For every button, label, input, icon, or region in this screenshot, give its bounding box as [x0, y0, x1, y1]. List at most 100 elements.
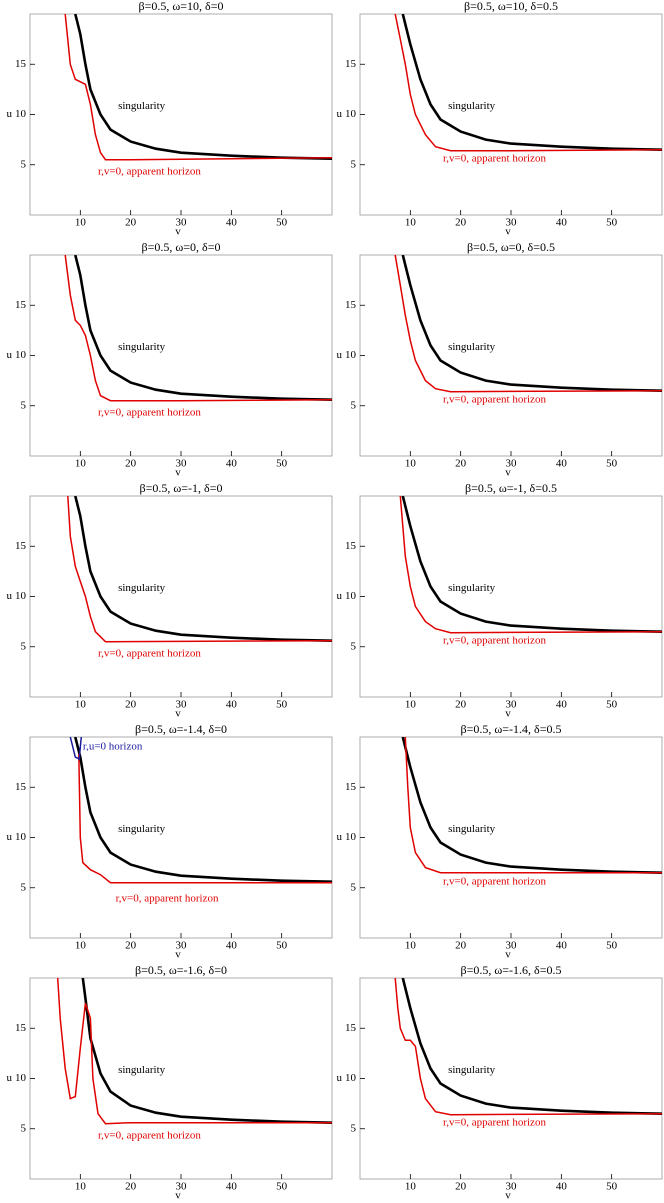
panel: β=0.5, ω=-1, δ=0 10 20 30 40 50 5 10 15 v u singula… [7, 481, 333, 720]
x-tick-label: 20 [455, 217, 467, 229]
panel-title: β=0.5, ω=-1, δ=0 [140, 481, 223, 495]
y-tick-label: 10 [345, 1072, 357, 1084]
y-tick-label: 10 [345, 590, 357, 602]
x-tick-label: 40 [226, 458, 238, 470]
x-tick-label: 50 [606, 699, 618, 711]
singularity-curve [74, 14, 332, 160]
horizon-curve [394, 14, 662, 152]
y-tick-label: 10 [345, 349, 357, 361]
singularity-curve [74, 496, 332, 642]
curve-annotation: r,v=0, apparent horizon [98, 406, 201, 418]
y-tick-label: 15 [345, 781, 357, 793]
y-tick-label: 15 [345, 540, 357, 552]
x-tick-label: 50 [606, 458, 618, 470]
horizon-curve [78, 754, 332, 884]
y-tick-label: 5 [351, 158, 357, 170]
y-tick-label: 15 [15, 299, 27, 311]
x-tick-label: 20 [125, 699, 137, 711]
panel: β=0.5, ω=-1.4, δ=0.5 10 20 30 40 50 5 10 15 v u sin… [337, 722, 663, 961]
panel: β=0.5, ω=10, δ=0.5 10 20 30 40 50 5 10 15 v u singu… [337, 0, 663, 238]
y-tick-label: 15 [15, 58, 27, 70]
x-tick-label: 10 [405, 699, 417, 711]
x-tick-label: 20 [455, 1181, 467, 1193]
curve-annotation: r,v=0, apparent horizon [98, 647, 201, 659]
x-tick-label: 30 [176, 1181, 188, 1193]
panel-title: β=0.5, ω=-1.6, δ=0.5 [461, 963, 562, 977]
singularity-curve [81, 978, 332, 1124]
x-tick-label: 40 [226, 1181, 238, 1193]
singularity-curve [74, 737, 332, 883]
x-tick-label: 50 [276, 940, 288, 952]
x-tick-label: 50 [276, 1181, 288, 1193]
curve-annotation: singularity [118, 582, 166, 594]
y-tick-label: 5 [351, 1122, 357, 1134]
y-axis-label: u [7, 831, 13, 843]
x-axis-label: v [505, 467, 511, 479]
y-axis-label: u [7, 349, 13, 361]
x-tick-label: 20 [125, 940, 137, 952]
horizon-curve [67, 496, 332, 643]
panel-title: β=0.5, ω=-1.4, δ=0 [135, 722, 227, 736]
singularity-curve [74, 255, 332, 401]
panel: β=0.5, ω=10, δ=0 10 20 30 40 50 5 10 15 v u singula… [7, 0, 333, 238]
x-tick-label: 30 [176, 940, 188, 952]
horizon-curve [394, 255, 662, 393]
y-tick-label: 10 [345, 108, 357, 120]
y-axis-label: u [7, 590, 13, 602]
plot-frame [359, 977, 663, 1180]
x-tick-label: 30 [506, 217, 518, 229]
singularity-curve [401, 496, 662, 633]
x-axis-label: v [505, 1190, 511, 1202]
curve-annotation: singularity [118, 341, 166, 353]
x-tick-label: 40 [226, 940, 238, 952]
y-tick-label: 5 [21, 399, 27, 411]
x-tick-label: 30 [176, 699, 188, 711]
x-axis-label: v [175, 708, 181, 720]
x-tick-label: 20 [455, 458, 467, 470]
x-tick-label: 10 [405, 1181, 417, 1193]
y-tick-label: 5 [21, 1122, 27, 1134]
x-axis-label: v [175, 949, 181, 961]
panel-title: β=0.5, ω=-1.4, δ=0.5 [461, 722, 562, 736]
curve-annotation: singularity [448, 341, 496, 353]
curve-annotation: r,v=0, apparent horizon [98, 165, 201, 177]
x-tick-label: 40 [556, 699, 568, 711]
x-tick-label: 10 [405, 458, 417, 470]
x-tick-label: 10 [405, 940, 417, 952]
curve-annotation: singularity [118, 100, 166, 112]
y-tick-label: 15 [345, 1022, 357, 1034]
panel: β=0.5, ω=-1.6, δ=0 10 20 30 40 50 5 10 15 v u singu… [7, 963, 333, 1202]
y-tick-label: 15 [345, 299, 357, 311]
y-tick-label: 10 [345, 831, 357, 843]
panel-title: β=0.5, ω=-1, δ=0.5 [465, 481, 557, 495]
plot-frame [359, 254, 663, 457]
curve-annotation: r,v=0, apparent horizon [443, 634, 546, 646]
curve-annotation: singularity [118, 823, 166, 835]
plot-frame [359, 495, 663, 698]
horizon-curve [69, 737, 83, 761]
x-axis-label: v [175, 467, 181, 479]
horizon-curve [56, 978, 332, 1125]
y-axis-label: u [7, 108, 13, 120]
y-tick-label: 10 [15, 349, 27, 361]
y-tick-label: 5 [21, 881, 27, 893]
x-tick-label: 20 [125, 217, 137, 229]
singularity-curve [401, 737, 662, 874]
x-tick-label: 20 [455, 940, 467, 952]
x-tick-label: 20 [455, 699, 467, 711]
x-tick-label: 40 [556, 1181, 568, 1193]
x-tick-label: 50 [606, 217, 618, 229]
panel-title: β=0.5, ω=0, δ=0 [142, 240, 221, 254]
plot-frame [29, 977, 333, 1180]
y-tick-label: 5 [21, 640, 27, 652]
panel-title: β=0.5, ω=-1.6, δ=0 [135, 963, 227, 977]
plot-frame [29, 495, 333, 698]
y-axis-label: u [337, 831, 343, 843]
singularity-curve [401, 255, 662, 392]
x-tick-label: 50 [276, 458, 288, 470]
y-tick-label: 15 [15, 540, 27, 552]
panel: β=0.5, ω=-1.4, δ=0 10 20 30 40 50 5 10 15 v u singu… [7, 722, 333, 961]
horizon-curve [64, 255, 332, 402]
plot-frame [29, 13, 333, 216]
